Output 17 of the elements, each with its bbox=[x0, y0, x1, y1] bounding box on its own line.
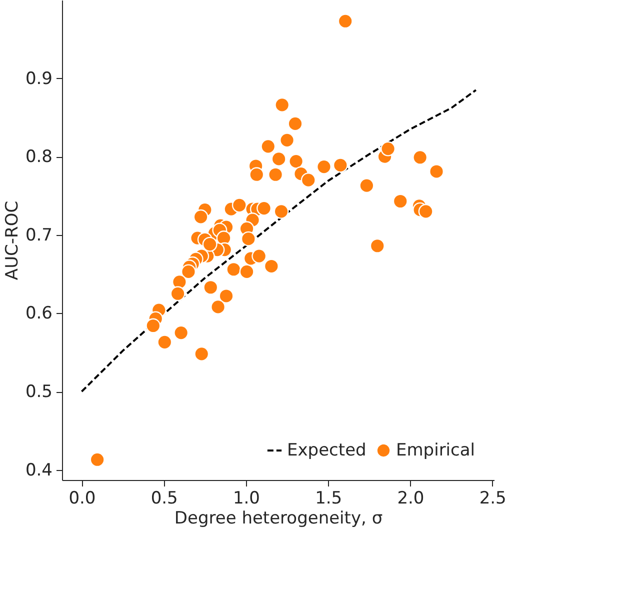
x-tick-label: 0.5 bbox=[150, 488, 178, 508]
x-axis-title: Degree heterogeneity, σ bbox=[174, 508, 383, 528]
legend-label: Empirical bbox=[396, 440, 476, 460]
y-tick-label: 0.9 bbox=[25, 68, 52, 89]
y-tick-label: 0.5 bbox=[25, 382, 52, 402]
x-tick-label: 1.5 bbox=[315, 488, 342, 508]
y-tick-label: 0.7 bbox=[25, 225, 52, 246]
x-tick-label: 0.0 bbox=[68, 488, 96, 508]
x-tick-label: 2.0 bbox=[397, 488, 424, 508]
x-tick-label: 2.5 bbox=[479, 488, 506, 508]
y-axis-title: AUC-ROC bbox=[2, 200, 22, 280]
legend-label: Expected bbox=[287, 440, 366, 460]
x-tick-label: 1.0 bbox=[232, 488, 260, 508]
y-tick-label: 0.6 bbox=[25, 304, 52, 324]
y-tick-label: 0.4 bbox=[25, 460, 52, 480]
y-tick-label: 0.8 bbox=[25, 147, 52, 168]
line-series bbox=[80, 89, 477, 393]
